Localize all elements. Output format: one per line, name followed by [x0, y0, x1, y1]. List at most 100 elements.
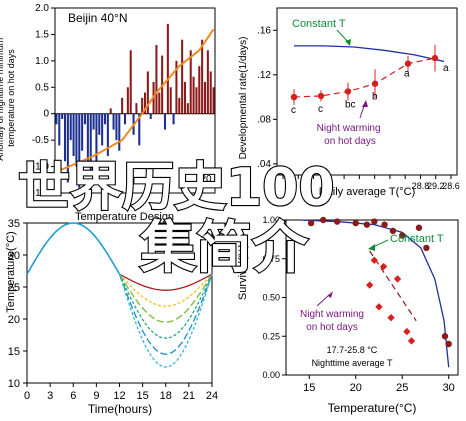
- devrate-point-label: bc: [345, 100, 356, 111]
- survival-circle: [423, 244, 430, 252]
- anomaly-bar: [186, 103, 189, 114]
- survival-diamond: [407, 337, 416, 345]
- anomaly-bar: [143, 92, 147, 114]
- constant-t-curve: [294, 45, 445, 63]
- anomaly-ylabel: Anomaly of nighttime minimum temperature…: [0, 35, 16, 161]
- trend-line: [56, 28, 215, 173]
- survival-xtick-label: 30: [443, 382, 455, 394]
- anomaly-bar: [75, 113, 78, 167]
- temp-ytick-label: 20: [8, 314, 20, 326]
- anomaly-ytick-label: -1.0: [32, 162, 50, 173]
- devrate-frame: [276, 7, 458, 176]
- anomaly-bar: [63, 113, 67, 162]
- anomaly-bar: [209, 71, 212, 114]
- devrate-xtick-label: 28.8: [412, 181, 430, 191]
- survival-diamond: [393, 275, 402, 283]
- anomaly-bar: [201, 39, 204, 114]
- night-warming-label: Night warming on hot days: [317, 123, 384, 147]
- survival-xtick-label: 20: [350, 382, 362, 394]
- survival-circle: [381, 221, 388, 228]
- survival-xtick-label: 25: [396, 382, 408, 394]
- chart-anomaly: Anomaly of nighttime minimum temperature…: [0, 3, 216, 199]
- anomaly-bar: [138, 113, 141, 146]
- anomaly-ytick-label: -1.5: [32, 188, 50, 199]
- temp-xtick-label: 0: [24, 390, 30, 402]
- anomaly-bar: [69, 113, 72, 141]
- anomaly-ytick-label: 2.0: [35, 3, 49, 14]
- survival-circle: [371, 218, 378, 225]
- survival-ytick-label: 0.25: [262, 331, 280, 341]
- anomaly-bar: [81, 113, 84, 151]
- anomaly-ytick-label: 1.0: [35, 56, 49, 67]
- temp-ytick-label: 30: [8, 250, 20, 262]
- constant-t-arrowhead: [345, 39, 351, 46]
- anomaly-ytick-label: 0: [43, 109, 49, 120]
- devrate-point-label: a: [443, 63, 449, 74]
- anomaly-bar: [203, 82, 207, 114]
- night-curve: [118, 274, 213, 368]
- survival-diamond: [365, 281, 374, 289]
- temp-xtick-label: 18: [160, 390, 172, 402]
- night-curve: [118, 273, 213, 339]
- temp-ytick-label: 35: [8, 218, 20, 230]
- night-warming-line: [293, 57, 436, 98]
- devrate-point-label: b: [372, 92, 378, 103]
- chart-survival: Survival(%) 1.00 0.75 0.50 0.25 0.00 15 20 25 3…: [237, 215, 459, 415]
- temp-xtick-label: 12: [113, 390, 125, 402]
- night-curve: [119, 273, 213, 307]
- devrate-xlabel: Daily average T(°C): [319, 186, 416, 198]
- devrate-point-label: c: [291, 105, 296, 116]
- anomaly-bar: [55, 113, 58, 125]
- temp-xtick-label: 6: [70, 390, 76, 402]
- night-curve: [119, 273, 213, 291]
- devrate-point-label: c: [318, 104, 323, 115]
- devrate-ylabel: Developmental rate(1/days): [238, 37, 249, 160]
- day-curve: [26, 222, 121, 275]
- chart-temp-design: Temperature(°C) 35 30 25 20 15 10 0 3 6 9 12 15 18 2…: [5, 211, 218, 416]
- anomaly-bar: [112, 113, 115, 130]
- temp-ytick-label: 25: [8, 282, 20, 294]
- survival-circle: [363, 221, 371, 228]
- survival-circle: [333, 218, 341, 225]
- survival-ytick-label: 0.00: [262, 370, 280, 380]
- temp-xtick-label: 24: [206, 390, 218, 402]
- temp-ytick-label: 10: [8, 378, 20, 390]
- anomaly-bar: [58, 113, 61, 146]
- survival-circle: [445, 340, 452, 348]
- devrate-ytick-label: .08: [257, 114, 271, 125]
- anomaly-bar: [92, 113, 95, 130]
- temp-ylabel: Temperature(°C): [5, 231, 17, 312]
- anomaly-bar: [103, 113, 107, 125]
- devrate-xtick-label: 28.6: [442, 181, 460, 191]
- survival-dash: [369, 250, 417, 322]
- survival-constant-label: Constant T: [390, 233, 444, 245]
- anomaly-bar: [192, 76, 195, 114]
- anomaly-bar: [86, 113, 89, 162]
- survival-ytick-label: 0.50: [262, 293, 280, 303]
- anomaly-bar: [115, 113, 118, 141]
- anomaly-bar: [135, 103, 138, 114]
- survival-ylabel: Survival(%): [237, 244, 249, 300]
- survival-diamond: [387, 313, 395, 322]
- anomaly-bar: [129, 50, 132, 114]
- anomaly-bar: [206, 50, 209, 114]
- anomaly-bar: [83, 113, 87, 125]
- constant-t-label: Constant T: [292, 18, 346, 30]
- anomaly-bar: [141, 97, 144, 114]
- survival-range: 17.7-25.8 °C: [327, 345, 378, 355]
- anomaly-bar: [98, 113, 101, 135]
- survival-night-arrowhead: [328, 291, 333, 298]
- devrate-xtick-label: 29.2: [427, 181, 445, 191]
- devrate-ytick-label: .12: [257, 70, 271, 81]
- survival-xlabel: Temperature(°C): [328, 401, 417, 415]
- devrate-point-label: a: [404, 69, 410, 80]
- temp-xlabel: Time(hours): [88, 402, 152, 416]
- survival-circle: [399, 232, 406, 239]
- temp-xtick-label: 21: [183, 390, 195, 402]
- survival-ytick-label: 1.00: [262, 215, 280, 225]
- temp-frame: [26, 222, 213, 384]
- devrate-point: [431, 54, 439, 62]
- survival-circle: [389, 227, 397, 235]
- anomaly-bar: [178, 97, 181, 114]
- survival-axis-note: Nighttime average T: [312, 358, 393, 368]
